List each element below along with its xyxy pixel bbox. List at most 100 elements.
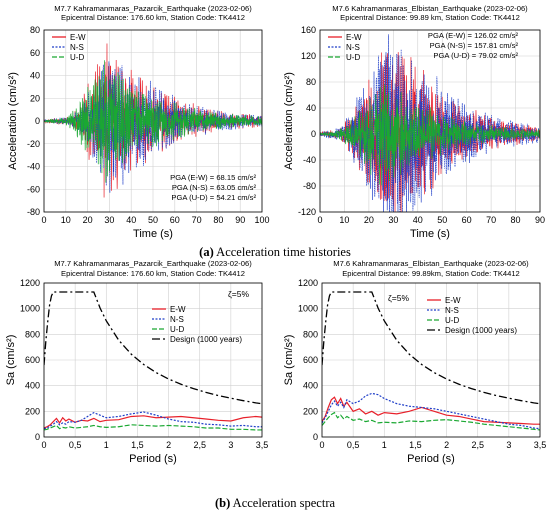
sp2-chart: M7.6 Kahramanmaras_Elbistan_Earthquake (… [283, 259, 546, 465]
sp1-ytick-label: 1200 [20, 278, 40, 288]
th1-ytick-label: 20 [30, 93, 40, 103]
sp1-xtick-label: 1,5 [131, 440, 144, 450]
th2-legend-label: U-D [346, 53, 360, 62]
sp1-xtick-label: 3 [228, 440, 233, 450]
sp2-xtick-label: 2 [444, 440, 449, 450]
th1-ytick-label: 80 [30, 25, 40, 35]
sp2-ytick-label: 1000 [298, 304, 318, 314]
th1-xtick-label: 40 [126, 215, 136, 225]
th1-xtick-label: 60 [170, 215, 180, 225]
th2-pga-annotation: PGA (U-D) = 79.02 cm/s² [433, 51, 518, 60]
th2-ytick-label: 80 [306, 77, 316, 87]
th1-legend-label: U-D [70, 53, 84, 62]
th2-xtick-label: 0 [317, 215, 322, 225]
th2-xtick-label: 30 [388, 215, 398, 225]
th2-subtitle: Epicentral Distance: 99.89 km, Station C… [340, 13, 520, 22]
sp2-legend-label: Design (1000 years) [445, 326, 517, 335]
sp1-legend-label: U-D [170, 325, 184, 334]
th2-xtick-label: 60 [462, 215, 472, 225]
th1-plot-area [44, 43, 262, 198]
caption-b-letter: (b) [214, 496, 231, 510]
sp1-ytick-label: 200 [25, 406, 40, 416]
sp2-plot-area [322, 291, 540, 431]
th2-xtick-label: 10 [339, 215, 349, 225]
sp1-legend-label: Design (1000 years) [170, 335, 242, 344]
sp2-xtick-label: 3,5 [534, 440, 547, 450]
sp2-series-design-1000-years- [322, 291, 540, 405]
sp1-chart: M7.7 Kahramanmaras_Pazarcik_Earthquake (… [5, 259, 268, 465]
sp2-xtick-label: 0 [319, 440, 324, 450]
sp1-xlabel: Period (s) [129, 453, 177, 465]
th1-xtick-label: 80 [213, 215, 223, 225]
sp1-legend-label: N-S [170, 315, 184, 324]
sp1-ytick-label: 600 [25, 355, 40, 365]
th1-series-u-d [44, 60, 262, 183]
caption-a-text: Acceleration time histories [213, 245, 351, 259]
sp2-xtick-label: 1,5 [409, 440, 422, 450]
th2-title: M7.6 Kahramanmaras_Elbistan_Earthquake (… [332, 4, 528, 13]
sp2-xtick-label: 0,5 [347, 440, 360, 450]
th1-subtitle: Epicentral Distance: 176.60 km, Station … [61, 13, 245, 22]
sp2-ytick-label: 800 [303, 329, 318, 339]
th1-title: M7.7 Kahramanmaras_Pazarcik_Earthquake (… [54, 4, 252, 13]
sp2-ylabel: Sa (cm/s²) [283, 335, 295, 386]
th1-ytick-label: -60 [27, 184, 40, 194]
th2-legend-label: N-S [346, 43, 360, 52]
th1-pga-annotation: PGA (E-W) = 68.15 cm/s² [170, 173, 256, 182]
th2-xtick-label: 40 [413, 215, 423, 225]
sp1-legend-label: E-W [170, 305, 186, 314]
th2-chart: M7.6 Kahramanmaras_Elbistan_Earthquake (… [283, 4, 545, 240]
sp1-xtick-label: 1 [104, 440, 109, 450]
sp1-xtick-label: 2,5 [193, 440, 206, 450]
sp2-series-u-d [322, 411, 540, 431]
th2-xlabel: Time (s) [410, 228, 450, 240]
th1-legend-label: N-S [70, 43, 84, 52]
th1-xtick-label: 20 [83, 215, 93, 225]
th1-frame [43, 29, 263, 213]
sp2-legend-label: E-W [445, 296, 461, 305]
th1-xtick-label: 70 [192, 215, 202, 225]
th1-xtick-label: 0 [41, 215, 46, 225]
th1-xtick-label: 30 [104, 215, 114, 225]
sp2-series-e-w [322, 396, 540, 425]
sp2-ytick-label: 1200 [298, 278, 318, 288]
sp1-subtitle: Epicentral Distance: 176.60 km, Station … [61, 269, 245, 278]
sp1-ytick-label: 800 [25, 329, 40, 339]
th2-series-u-d [320, 84, 540, 186]
sp1-ytick-label: 0 [35, 432, 40, 442]
caption-a: (a) Acceleration time histories [0, 245, 550, 260]
th2-pga-annotation: PGA (N-S) = 157.81 cm/s² [430, 41, 519, 50]
sp2-xtick-label: 1 [382, 440, 387, 450]
th1-chart: M7.7 Kahramanmaras_Pazarcik_Earthquake (… [7, 4, 270, 240]
sp1-ylabel: Sa (cm/s²) [5, 335, 17, 386]
th1-ylabel: Acceleration (cm/s²) [7, 72, 19, 170]
th2-xtick-label: 50 [437, 215, 447, 225]
sp2-legend-label: U-D [445, 316, 459, 325]
sp1-xtick-label: 3,5 [256, 440, 269, 450]
th1-ytick-label: -20 [27, 139, 40, 149]
sp1-title: M7.7 Kahramanmaras_Pazarcik_Earthquake (… [54, 259, 252, 268]
th2-ytick-label: 0 [311, 129, 316, 139]
caption-a-letter: (a) [199, 245, 214, 259]
th2-ytick-label: -120 [298, 207, 316, 217]
th1-ytick-label: 60 [30, 48, 40, 58]
th1-xlabel: Time (s) [133, 228, 173, 240]
sp2-xtick-label: 2,5 [471, 440, 484, 450]
caption-b-text: Acceleration spectra [230, 496, 336, 510]
sp2-subtitle: Epicentral Distance: 99.89km, Station Co… [342, 269, 520, 278]
th1-ytick-label: 0 [35, 116, 40, 126]
th1-ytick-label: -40 [27, 162, 40, 172]
th2-ytick-label: -80 [303, 181, 316, 191]
th2-ytick-label: 160 [301, 25, 316, 35]
th2-xtick-label: 80 [511, 215, 521, 225]
sp1-xtick-label: 0,5 [69, 440, 82, 450]
sp2-frame [321, 282, 541, 438]
th2-frame [319, 29, 541, 213]
sp1-damping-annotation: ζ=5% [228, 289, 249, 299]
th2-ytick-label: -40 [303, 155, 316, 165]
sp1-xtick-label: 2 [166, 440, 171, 450]
th2-legend-label: E-W [346, 33, 362, 42]
th1-pga-annotation: PGA (N-S) = 63.05 cm/s² [172, 183, 257, 192]
sp1-plot-area [44, 291, 262, 431]
sp1-ytick-label: 400 [25, 381, 40, 391]
